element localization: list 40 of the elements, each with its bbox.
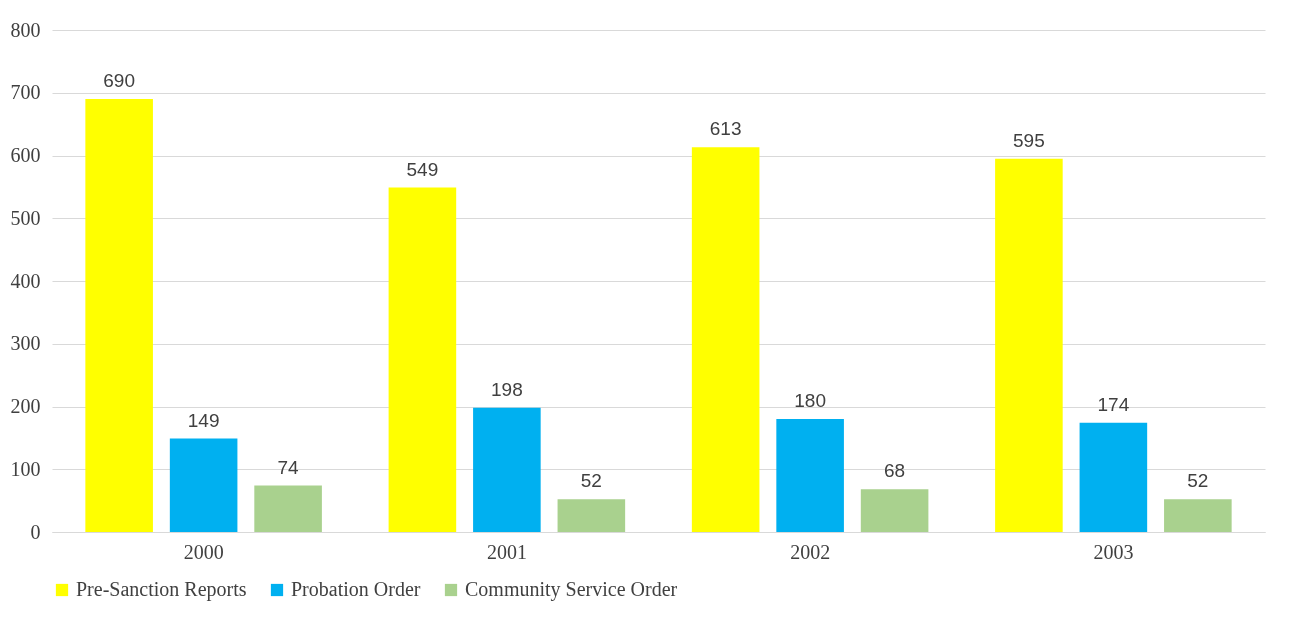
data-label: 690 — [103, 70, 135, 92]
bar — [388, 187, 457, 532]
data-label: 149 — [187, 409, 220, 431]
y-tick-label: 500 — [10, 206, 41, 229]
y-tick-label: 600 — [10, 144, 41, 166]
bar — [995, 158, 1063, 532]
data-label: 68 — [884, 460, 906, 482]
bar — [473, 407, 541, 532]
bar — [557, 499, 626, 532]
y-tick-label: 100 — [10, 457, 41, 480]
bar — [860, 489, 929, 532]
bar — [1164, 499, 1232, 532]
bar — [169, 438, 238, 532]
bar — [776, 419, 844, 532]
y-tick-label: 0 — [30, 520, 41, 543]
x-tick-label: 2003 — [1093, 540, 1134, 563]
bar — [254, 485, 322, 532]
bar — [85, 99, 153, 532]
legend-label: Probation Order — [291, 578, 421, 600]
data-label: 52 — [1187, 470, 1209, 492]
y-tick-label: 700 — [10, 81, 41, 104]
data-label: 549 — [406, 158, 439, 180]
legend-label: Community Service Order — [465, 578, 678, 601]
data-label: 595 — [1013, 129, 1045, 151]
data-label: 174 — [1097, 393, 1130, 415]
data-label: 198 — [491, 378, 523, 400]
legend-label: Pre-Sanction Reports — [76, 578, 247, 601]
bar — [1079, 422, 1148, 532]
bar — [691, 147, 760, 532]
y-tick-label: 200 — [10, 395, 41, 417]
data-label: 613 — [709, 118, 742, 140]
y-tick-label: 800 — [10, 18, 41, 41]
x-tick-label: 2002 — [790, 540, 831, 563]
y-tick-label: 300 — [10, 332, 41, 355]
data-label: 52 — [580, 470, 602, 492]
data-label: 180 — [794, 390, 826, 412]
x-tick-label: 2000 — [183, 540, 224, 563]
x-tick-label: 2001 — [486, 540, 527, 563]
y-tick-label: 400 — [10, 269, 41, 292]
data-label: 74 — [277, 456, 300, 478]
